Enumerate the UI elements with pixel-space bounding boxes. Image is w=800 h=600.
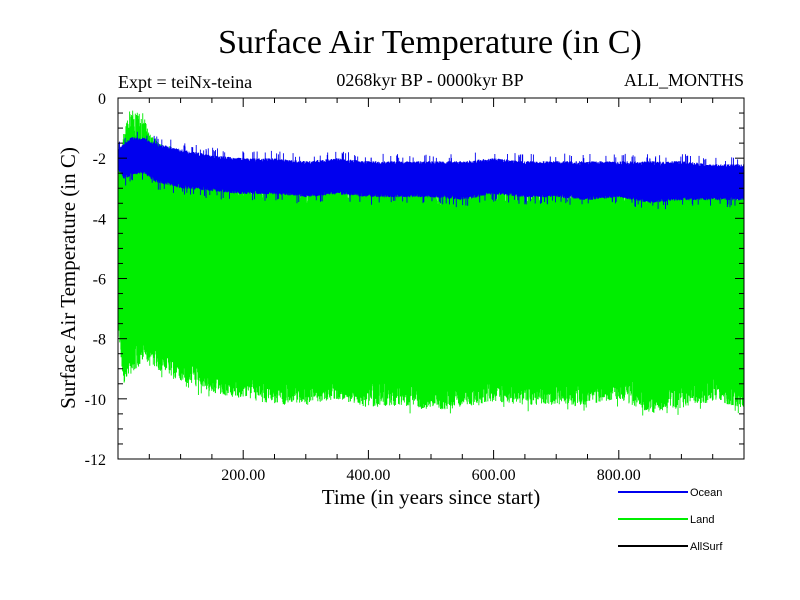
y-tick-label: -12	[85, 452, 106, 469]
x-axis-label: Time (in years since start)	[322, 485, 541, 509]
experiment-label: Expt = teiNx-teina	[118, 72, 253, 92]
chart-title: Surface Air Temperature (in C)	[218, 24, 642, 61]
y-axis-label: Surface Air Temperature (in C)	[56, 147, 80, 409]
months-label: ALL_MONTHS	[624, 70, 744, 90]
y-tick-label: -4	[93, 211, 106, 228]
y-tick-label: 0	[98, 91, 106, 108]
x-tick-label: 200.00	[221, 467, 265, 484]
y-tick-label: -10	[85, 392, 106, 409]
legend: Ocean Land AllSurf	[618, 487, 723, 553]
y-tick-label: -2	[93, 151, 106, 168]
x-tick-label: 400.00	[346, 467, 390, 484]
legend-label-allsurf: AllSurf	[690, 541, 723, 553]
tick-layer: 0 -2 -4 -6 -8 -10 -12 200.00 400.00 600.00 800.00	[85, 91, 745, 484]
y-tick-label: -8	[93, 332, 106, 349]
x-tick-label: 800.00	[597, 467, 641, 484]
x-tick-label: 600.00	[472, 467, 516, 484]
y-tick-label: -6	[93, 272, 106, 289]
legend-label-ocean: Ocean	[690, 487, 722, 499]
series-layer	[117, 110, 745, 416]
legend-label-land: Land	[690, 514, 714, 526]
chart-subtitle: 0268kyr BP - 0000kyr BP	[336, 70, 524, 90]
